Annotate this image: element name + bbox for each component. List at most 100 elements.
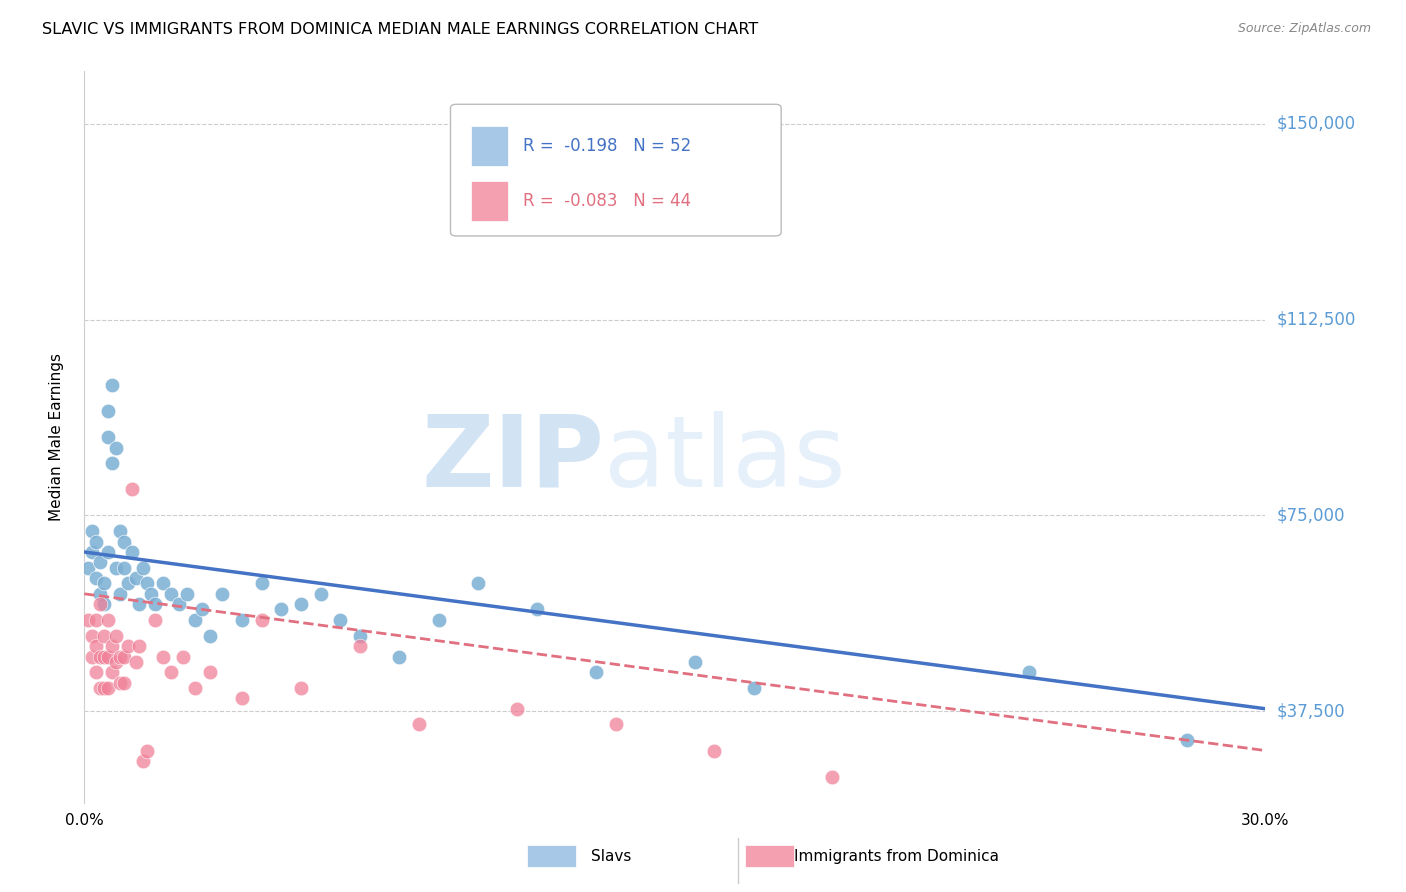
Point xyxy=(89,556,111,570)
Point xyxy=(349,639,371,653)
Point xyxy=(93,576,115,591)
Point xyxy=(97,681,120,695)
Point xyxy=(143,613,166,627)
Text: Source: ZipAtlas.com: Source: ZipAtlas.com xyxy=(1237,22,1371,36)
Point xyxy=(104,441,127,455)
Point xyxy=(117,576,139,591)
Point xyxy=(329,613,352,627)
Point xyxy=(104,560,127,574)
Point xyxy=(703,743,725,757)
Text: R =  -0.198   N = 52: R = -0.198 N = 52 xyxy=(523,137,690,155)
Point xyxy=(108,587,131,601)
Point xyxy=(136,576,159,591)
Point xyxy=(128,639,150,653)
Point xyxy=(124,571,146,585)
Point xyxy=(1175,733,1198,747)
Point xyxy=(82,629,104,643)
Point xyxy=(152,649,174,664)
Point xyxy=(101,665,124,680)
Text: $75,000: $75,000 xyxy=(1277,507,1346,524)
Point xyxy=(101,377,124,392)
Point xyxy=(172,649,194,664)
Point xyxy=(132,560,155,574)
Point xyxy=(290,597,312,611)
Point xyxy=(160,587,183,601)
Point xyxy=(89,597,111,611)
Point xyxy=(121,545,143,559)
Point xyxy=(124,655,146,669)
Point xyxy=(183,681,205,695)
Point xyxy=(108,524,131,538)
Point xyxy=(82,524,104,538)
Point xyxy=(408,717,430,731)
Point xyxy=(104,655,127,669)
Point xyxy=(97,404,120,418)
Point xyxy=(200,629,222,643)
Text: $150,000: $150,000 xyxy=(1277,114,1355,133)
Point xyxy=(77,613,100,627)
Point xyxy=(82,649,104,664)
Point xyxy=(97,613,120,627)
Point xyxy=(93,649,115,664)
Point xyxy=(176,587,198,601)
Text: $37,500: $37,500 xyxy=(1277,702,1346,721)
Text: ZIP: ZIP xyxy=(422,410,605,508)
Y-axis label: Median Male Earnings: Median Male Earnings xyxy=(49,353,63,521)
Point xyxy=(742,681,765,695)
Point xyxy=(84,571,107,585)
Point xyxy=(136,743,159,757)
FancyBboxPatch shape xyxy=(450,104,782,235)
Point xyxy=(97,649,120,664)
Point xyxy=(231,691,253,706)
Text: R =  -0.083   N = 44: R = -0.083 N = 44 xyxy=(523,192,690,211)
Point xyxy=(152,576,174,591)
Bar xyxy=(471,127,509,167)
Text: $112,500: $112,500 xyxy=(1277,310,1355,328)
Point xyxy=(117,639,139,653)
Bar xyxy=(471,181,509,221)
Point xyxy=(89,649,111,664)
Point xyxy=(388,649,411,664)
Point xyxy=(211,587,233,601)
Point xyxy=(93,629,115,643)
Point xyxy=(191,602,214,616)
Point xyxy=(585,665,607,680)
Point xyxy=(101,456,124,470)
Point xyxy=(84,665,107,680)
Point xyxy=(112,560,135,574)
Point xyxy=(77,560,100,574)
Text: SLAVIC VS IMMIGRANTS FROM DOMINICA MEDIAN MALE EARNINGS CORRELATION CHART: SLAVIC VS IMMIGRANTS FROM DOMINICA MEDIA… xyxy=(42,22,758,37)
Point xyxy=(128,597,150,611)
Point xyxy=(605,717,627,731)
Point xyxy=(112,534,135,549)
Point xyxy=(84,613,107,627)
Point xyxy=(526,602,548,616)
Point xyxy=(506,702,529,716)
Point xyxy=(104,629,127,643)
Point xyxy=(349,629,371,643)
Point xyxy=(93,681,115,695)
Point xyxy=(84,534,107,549)
Point xyxy=(93,597,115,611)
Point xyxy=(821,770,844,784)
Point xyxy=(250,576,273,591)
Point xyxy=(112,675,135,690)
Text: atlas: atlas xyxy=(605,410,845,508)
Point xyxy=(200,665,222,680)
Point xyxy=(167,597,190,611)
Point xyxy=(97,430,120,444)
Point xyxy=(84,639,107,653)
Point xyxy=(250,613,273,627)
Point xyxy=(427,613,450,627)
Point xyxy=(89,587,111,601)
Point xyxy=(132,754,155,768)
Point xyxy=(108,675,131,690)
Point xyxy=(290,681,312,695)
Text: Slavs: Slavs xyxy=(591,849,631,863)
Point xyxy=(143,597,166,611)
Point xyxy=(1018,665,1040,680)
Point xyxy=(183,613,205,627)
Point xyxy=(141,587,163,601)
Point xyxy=(108,649,131,664)
Point xyxy=(683,655,706,669)
